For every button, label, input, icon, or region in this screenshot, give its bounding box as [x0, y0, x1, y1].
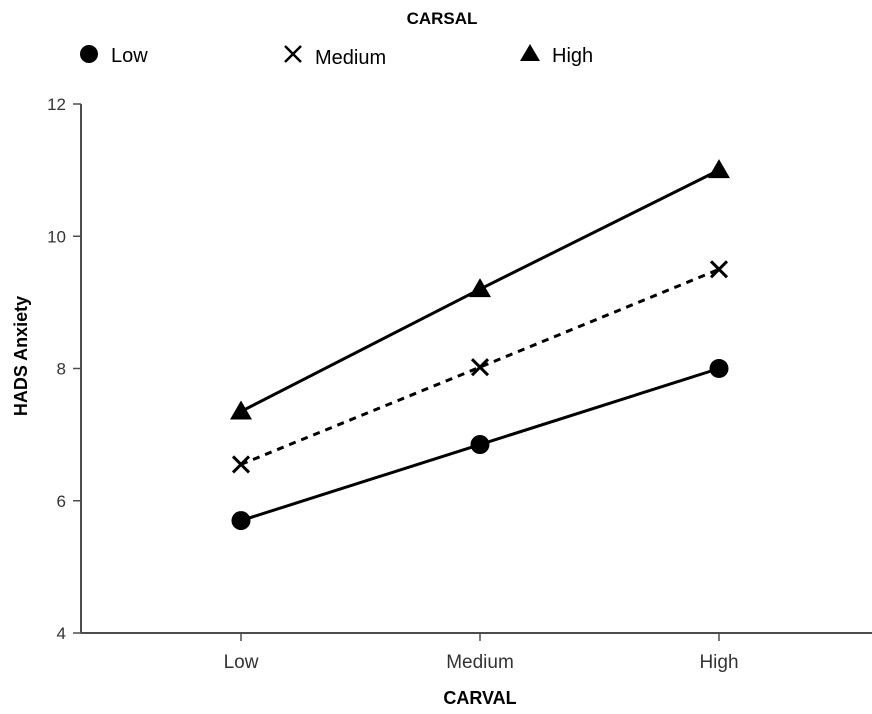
legend-label-low: Low: [111, 45, 148, 67]
legend-title: CARSAL: [407, 9, 478, 28]
y-tick-label: 10: [47, 227, 66, 246]
series-layer: [230, 159, 730, 531]
x-axis: Low Medium High: [81, 632, 872, 673]
series-medium: [231, 260, 729, 474]
legend-item-low: Low: [80, 45, 148, 67]
y-tick-label: 4: [57, 624, 66, 643]
x-ticks: Low Medium High: [224, 633, 739, 673]
y-axis-title: HADS Anxiety: [11, 296, 31, 416]
y-tick-label: 12: [47, 95, 66, 114]
y-tick-label: 6: [57, 492, 66, 511]
y-axis: 4 6 8 10 12: [47, 95, 82, 643]
data-point-x-stroke: [470, 358, 490, 377]
data-point-triangle: [230, 400, 252, 420]
legend-circle-marker-icon: [80, 45, 98, 63]
data-point-circle: [709, 359, 729, 378]
y-tick-label: 8: [57, 360, 66, 379]
data-point-x-stroke: [231, 455, 251, 474]
data-point-triangle: [708, 159, 730, 179]
x-tick-label: Low: [224, 652, 259, 673]
x-tick-label: High: [699, 652, 738, 673]
legend-item-medium: Medium: [284, 45, 386, 69]
data-point-circle: [470, 435, 490, 455]
data-point-x: [709, 260, 729, 279]
series-low: [231, 359, 729, 531]
legend-label-high: High: [552, 45, 593, 67]
legend: CARSAL Low Medium High: [80, 9, 593, 69]
data-point-circle: [231, 511, 251, 531]
data-point-x-stroke: [709, 260, 729, 279]
legend-item-high: High: [520, 44, 593, 67]
legend-triangle-marker-icon: [520, 44, 540, 61]
data-point-x: [470, 358, 490, 377]
legend-x-marker-icon: [284, 45, 302, 63]
x-axis-title: CARVAL: [443, 688, 516, 708]
data-point-x: [231, 455, 251, 474]
y-ticks: 4 6 8 10 12: [47, 95, 81, 643]
data-point-triangle: [469, 278, 491, 298]
series-high: [230, 159, 730, 420]
series-line-medium: [240, 267, 720, 466]
x-tick-label: Medium: [446, 652, 514, 673]
legend-label-medium: Medium: [315, 47, 386, 69]
